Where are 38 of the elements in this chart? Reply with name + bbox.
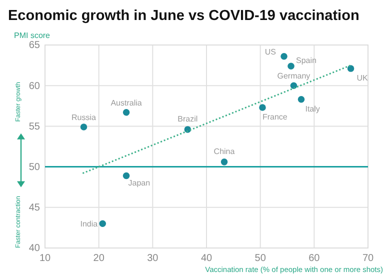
point (122, 109, 130, 116)
annotation: Spain (296, 56, 316, 66)
point (280, 52, 288, 60)
annotation: UK (356, 74, 369, 83)
point (122, 172, 130, 180)
x-tick-label: 60 (308, 253, 320, 264)
y-tick-label: 50 (28, 162, 40, 173)
point (298, 96, 305, 103)
annotation: Italy (305, 104, 320, 114)
annotation: France (262, 112, 288, 122)
chart-title: Economic growth in June vs COVID-19 vaccination (8, 8, 360, 24)
y-tick-label: 60 (28, 80, 40, 92)
y-tick-label: 55 (28, 121, 40, 132)
annotation: US (264, 47, 276, 56)
x-tick-label: 40 (200, 253, 212, 264)
y-tick-label: 40 (28, 243, 40, 254)
point (80, 124, 88, 130)
x-tick-label: 30 (147, 253, 159, 264)
annotation: Australia (110, 98, 142, 108)
point (259, 104, 266, 111)
y-tick-label: 45 (28, 202, 40, 214)
annotation: India (80, 220, 98, 229)
annotation: Japan (128, 178, 150, 188)
y-tick-label: 65 (28, 40, 40, 52)
x-tick-label: 70 (362, 253, 374, 264)
point (290, 82, 298, 89)
y-axis-title: PMI score (14, 31, 51, 40)
point (220, 158, 228, 166)
annotation: Brazil (178, 114, 198, 124)
x-tick-label: 10 (39, 253, 51, 264)
x-tick-label: 50 (254, 253, 266, 264)
point (288, 62, 294, 70)
annotation: Russia (72, 113, 97, 122)
annotation: Germany (277, 72, 310, 81)
x-tick-label: 20 (93, 253, 105, 264)
point (347, 65, 354, 72)
point (99, 220, 106, 228)
annotation: China (214, 146, 236, 156)
